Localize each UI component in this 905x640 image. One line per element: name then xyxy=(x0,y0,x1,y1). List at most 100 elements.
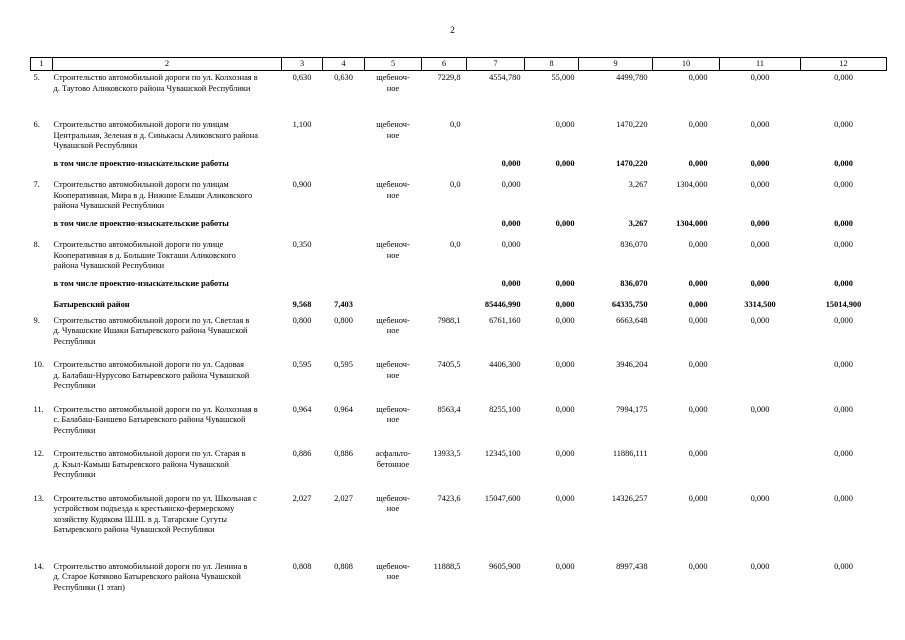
value-cell-9: 3,267 xyxy=(628,218,648,228)
value-cell-10: 0,000 xyxy=(688,240,708,249)
road-item-row: 5. Строительство автомобильной дороги по … xyxy=(31,71,887,119)
row-number-cell xyxy=(31,157,53,179)
value-cell-6: 7988,1 xyxy=(437,315,461,325)
value-cell-12: 0,000 xyxy=(834,240,853,249)
value-cell-3: 0,800 xyxy=(292,315,312,325)
value-cell-11: 0,000 xyxy=(750,493,770,503)
value-cell-5 xyxy=(365,298,422,314)
column-number-12: 12 xyxy=(800,57,887,71)
value-cell-10: 1304,000 xyxy=(676,180,708,189)
value-cell-3 xyxy=(282,157,323,179)
value-cell-5: щебеноч- ное xyxy=(376,315,410,336)
value-cell-4 xyxy=(323,217,365,239)
road-item-row: 11. Строительство автомобильной дороги по… xyxy=(31,403,887,448)
value-cell-8: 0,000 xyxy=(555,120,575,129)
roads-funding-table: 1 2 3 4 5 6 7 8 9 10 11 12 5. Строительство автомоби… xyxy=(30,57,887,604)
description-cell: Строительство автомобильной дороги по ул… xyxy=(53,240,236,270)
value-cell-6: 7423,6 xyxy=(437,493,461,503)
column-number-7: 7 xyxy=(466,57,525,71)
value-cell-12: 0,000 xyxy=(834,315,853,325)
value-cell-12: 0,000 xyxy=(834,218,853,228)
pir-subtotal-row: в том числе проектно-изыскательские рабо… xyxy=(31,157,887,179)
value-cell-9: 7994,175 xyxy=(616,404,648,414)
value-cell-11: 0,000 xyxy=(750,180,770,189)
value-cell-9: 3,267 xyxy=(628,180,648,189)
value-cell-12: 0,000 xyxy=(834,120,853,129)
value-cell-12: 0,000 xyxy=(834,278,853,288)
value-cell-3: 0,630 xyxy=(292,73,312,82)
road-item-row: 13. Строительство автомобильной дороги по… xyxy=(31,492,887,560)
row-number-cell: 10. xyxy=(33,360,44,369)
value-cell-6: 0,0 xyxy=(450,120,461,129)
row-number-cell: 6. xyxy=(33,120,40,129)
road-item-row: 10. Строительство автомобильной дороги по… xyxy=(31,358,887,403)
value-cell-3 xyxy=(282,217,323,239)
value-cell-10: 0,000 xyxy=(688,449,708,458)
value-cell-7: 4406,300 xyxy=(489,360,521,369)
pir-subtotal-row: в том числе проектно-изыскательские рабо… xyxy=(31,217,887,239)
value-cell-8: 0,000 xyxy=(555,300,575,309)
value-cell-7: 0,000 xyxy=(501,240,521,249)
column-number-10: 10 xyxy=(652,57,720,71)
value-cell-3: 0,886 xyxy=(292,449,312,458)
value-cell-9: 1470,220 xyxy=(616,158,648,168)
value-cell-5: щебеноч- ное xyxy=(376,360,410,380)
value-cell-10: 1304,000 xyxy=(676,218,708,228)
value-cell-6: 7229,8 xyxy=(437,73,461,82)
value-cell-12: 15014,900 xyxy=(825,300,862,309)
value-cell-6 xyxy=(422,298,467,314)
value-cell-5: щебеноч- ное xyxy=(376,561,410,582)
value-cell-12: 0,000 xyxy=(834,561,853,571)
value-cell-5: щебеноч- ное xyxy=(376,73,410,93)
value-cell-3: 0,595 xyxy=(292,360,312,369)
table-body: 5. Строительство автомобильной дороги по … xyxy=(31,71,887,605)
value-cell-8 xyxy=(525,238,579,277)
column-number-3: 3 xyxy=(281,57,323,71)
value-cell-8 xyxy=(525,178,579,217)
pir-subtotal-row: в том числе проектно-изыскательские рабо… xyxy=(31,277,887,299)
value-cell-3: 0,350 xyxy=(292,240,312,249)
page-number: 2 xyxy=(450,26,455,36)
value-cell-11: 0,000 xyxy=(750,73,770,82)
value-cell-7: 8255,100 xyxy=(489,404,521,414)
row-number-cell: 5. xyxy=(33,73,40,82)
road-item-row: 9. Строительство автомобильной дороги по … xyxy=(31,314,887,359)
value-cell-7: 0,000 xyxy=(501,218,521,228)
value-cell-4 xyxy=(323,157,365,179)
value-cell-6: 11888,5 xyxy=(433,561,461,571)
value-cell-8: 0,000 xyxy=(555,404,575,414)
row-number-cell xyxy=(31,298,53,314)
column-number-9: 9 xyxy=(578,57,653,71)
value-cell-3: 0,964 xyxy=(292,404,312,414)
value-cell-10: 0,000 xyxy=(688,561,708,571)
value-cell-9: 836,070 xyxy=(620,278,648,288)
value-cell-7: 9605,900 xyxy=(489,561,521,571)
description-cell: Строительство автомобильной дороги по ул… xyxy=(53,404,258,435)
value-cell-10: 0,000 xyxy=(688,404,708,414)
value-cell-3 xyxy=(282,277,323,299)
value-cell-12: 0,000 xyxy=(834,493,853,503)
column-number-2: 2 xyxy=(52,57,282,71)
description-cell: Строительство автомобильной дороги по ул… xyxy=(53,180,253,210)
road-item-row: 14. Строительство автомобильной дороги по… xyxy=(31,560,887,605)
value-cell-10: 0,000 xyxy=(688,360,708,369)
row-number-cell xyxy=(31,217,53,239)
value-cell-11: 0,000 xyxy=(750,218,770,228)
value-cell-5: щебеноч- ное xyxy=(376,120,410,140)
column-number-5: 5 xyxy=(364,57,422,71)
value-cell-12: 0,000 xyxy=(834,73,853,82)
value-cell-8: 0,000 xyxy=(555,449,575,458)
value-cell-8: 0,000 xyxy=(555,360,575,369)
value-cell-4: 0,595 xyxy=(334,360,353,369)
row-number-cell xyxy=(31,277,53,299)
value-cell-3: 0,808 xyxy=(292,561,312,571)
description-cell: Строительство автомобильной дороги по ул… xyxy=(53,493,257,535)
value-cell-4 xyxy=(323,277,365,299)
value-cell-6: 7405,5 xyxy=(437,360,461,369)
value-cell-11: 0,000 xyxy=(750,240,770,249)
value-cell-8: 0,000 xyxy=(555,278,575,288)
value-cell-8: 55,000 xyxy=(551,73,575,82)
column-numbers-row: 1 2 3 4 5 6 7 8 9 10 11 12 xyxy=(30,57,887,71)
value-cell-7: 15047,600 xyxy=(484,493,521,503)
value-cell-4: 0,808 xyxy=(334,561,353,571)
